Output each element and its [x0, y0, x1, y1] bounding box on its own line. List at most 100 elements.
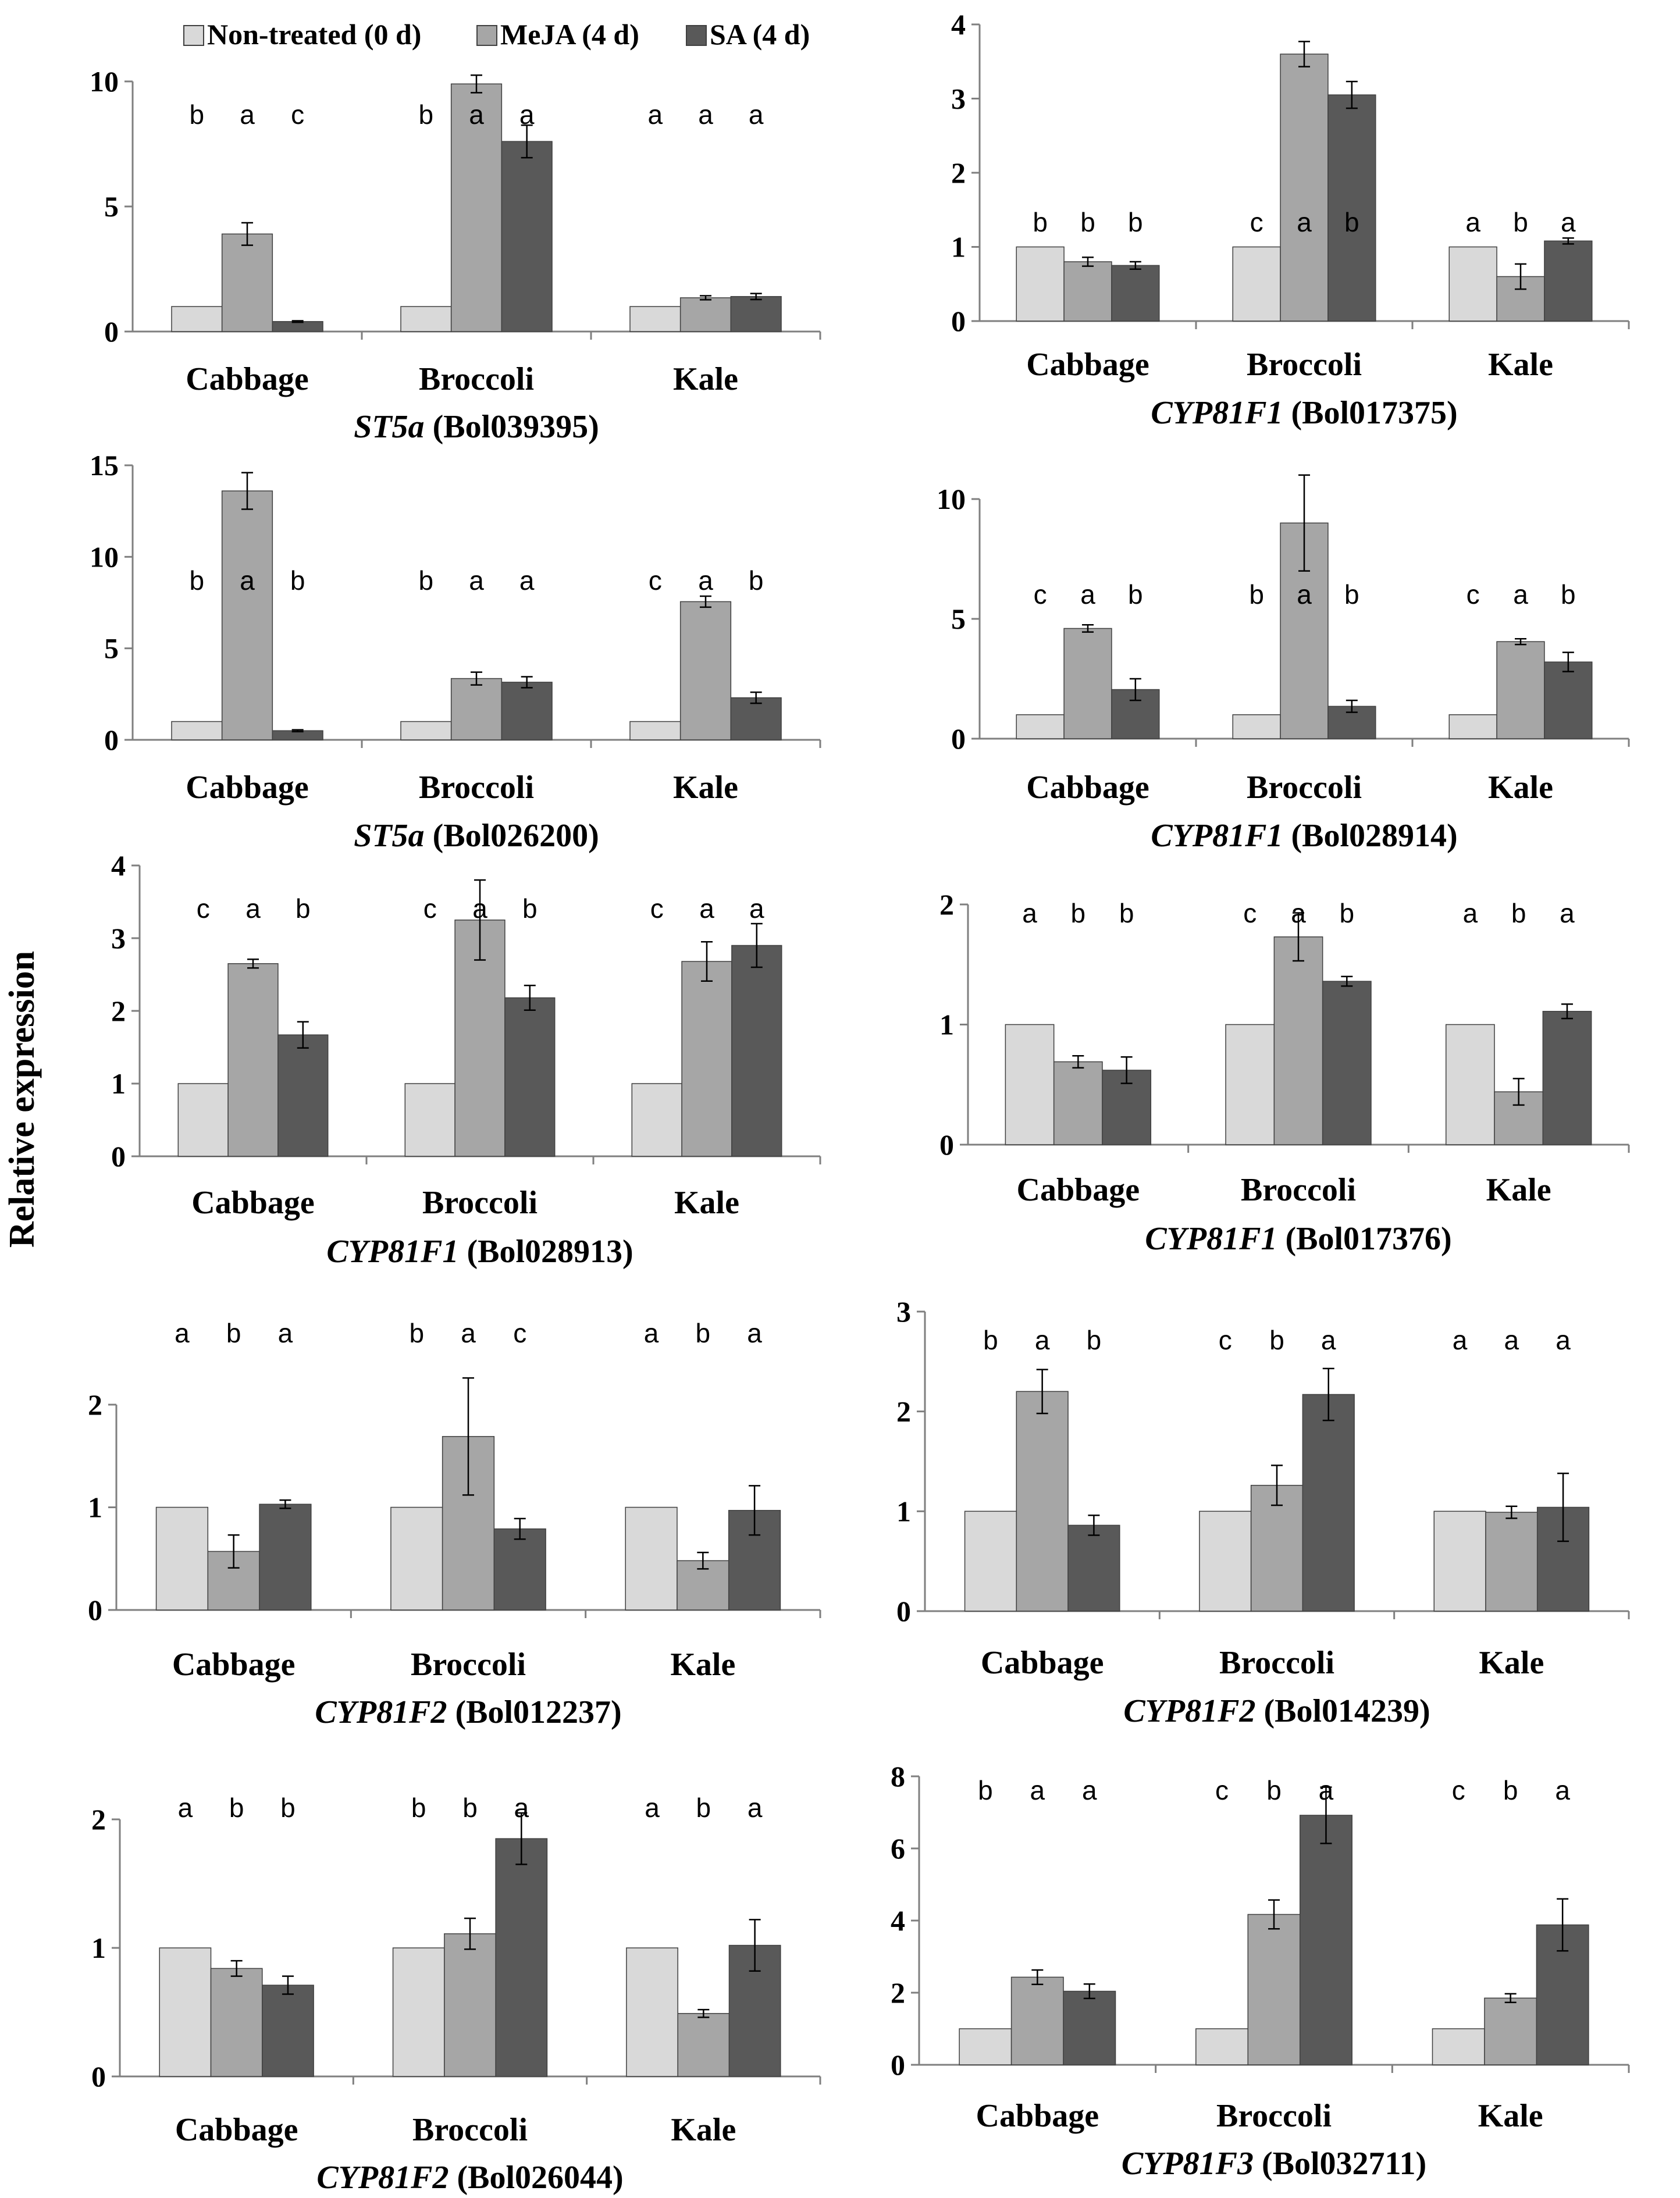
panel-title: ST5a (Bol039395)	[354, 409, 599, 445]
bar-non-treated-cabbage	[1016, 714, 1065, 739]
panel-8: 0 1 2 3 b a b Cabbage c b a Broccoli a a a Kale CYP81F2 …	[896, 1295, 1630, 1729]
x-category-label: Kale	[1486, 1172, 1551, 1208]
x-category-label: Broccoli	[412, 2112, 528, 2148]
significance-letter: b	[1128, 579, 1143, 610]
significance-letter: b	[749, 565, 764, 596]
x-category-label: Cabbage	[976, 2098, 1099, 2134]
panel-title: CYP81F2 (Bol014239)	[1123, 1693, 1430, 1729]
y-tick-label: 0	[939, 1128, 954, 1161]
x-category-label: Cabbage	[186, 770, 309, 806]
significance-letter: a	[644, 1318, 659, 1348]
bar-sa-kale	[731, 945, 782, 1157]
panel-6: 0 1 2 a b b Cabbage c a b Broccoli a b a Kale CYP81F1 (…	[939, 888, 1630, 1257]
x-category-label: Cabbage	[981, 1645, 1104, 1681]
bar-non-treated-kale	[1433, 1511, 1486, 1612]
significance-letter: a	[1504, 1325, 1519, 1355]
panel-title-id: (Bol028914)	[1283, 818, 1457, 854]
bar-meja-broccoli	[1280, 54, 1329, 322]
bar-meja-cabbage	[210, 1968, 263, 2077]
panel-title-gene: CYP81F1	[1151, 818, 1283, 854]
y-tick-label: 3	[111, 922, 126, 954]
y-tick-label: 8	[891, 1760, 905, 1793]
significance-letter: c	[1250, 207, 1263, 237]
significance-letter: a	[1465, 207, 1480, 237]
legend-label-sa: SA (4 d)	[710, 18, 810, 51]
significance-letter: a	[749, 893, 764, 924]
bar-non-treated-kale	[629, 306, 681, 332]
significance-letter: b	[409, 1318, 424, 1348]
bar-meja-cabbage	[221, 233, 273, 332]
significance-letter: c	[1243, 898, 1257, 928]
panel-title-gene: CYP81F1	[326, 1234, 458, 1270]
significance-letter: b	[1269, 1325, 1284, 1355]
significance-letter: b	[190, 565, 205, 596]
x-category-label: Kale	[674, 1185, 739, 1221]
bar-non-treated-cabbage	[159, 1947, 212, 2077]
bar-meja-kale	[1496, 641, 1545, 739]
y-tick-label: 3	[951, 83, 966, 115]
y-tick-label: 5	[104, 190, 119, 223]
y-tick-label: 1	[88, 1491, 102, 1524]
panel-4: 0 5 10 c a b Cabbage b a b Broccoli c a b Kale CYP81F1 …	[937, 474, 1630, 854]
panel-title-gene: CYP81F1	[1151, 395, 1283, 431]
bar-non-treated-kale	[1448, 714, 1497, 739]
bar-meja-kale	[1485, 1512, 1538, 1612]
panel-title-gene: ST5a	[354, 818, 424, 854]
significance-letter: b	[1080, 207, 1095, 237]
y-tick-label: 4	[951, 8, 966, 41]
bar-sa-broccoli	[501, 141, 553, 332]
x-category-label: Kale	[671, 2112, 736, 2148]
significance-letter: b	[983, 1325, 998, 1355]
panel-2: 0 1 2 3 4 b b b Cabbage c a b Broccoli a b a Kale CYP81F1…	[951, 8, 1630, 431]
y-tick-label: 0	[104, 315, 119, 348]
significance-letter: c	[197, 893, 210, 924]
bar-non-treated-kale	[1445, 1024, 1495, 1145]
significance-letter: a	[461, 1318, 476, 1348]
x-category-label: Broccoli	[1247, 347, 1362, 383]
bar-non-treated-broccoli	[400, 306, 452, 332]
significance-letter: a	[178, 1793, 193, 1823]
panel-title-id: (Bol017376)	[1277, 1221, 1451, 1257]
significance-letter: a	[1560, 898, 1575, 928]
significance-letter: b	[226, 1318, 241, 1348]
y-tick-label: 0	[88, 1594, 102, 1626]
x-category-label: Cabbage	[191, 1185, 315, 1221]
significance-letter: a	[175, 1318, 190, 1348]
significance-letter: b	[1340, 898, 1355, 928]
significance-letter: a	[240, 99, 255, 130]
bar-non-treated-broccoli	[1199, 1511, 1252, 1612]
bar-non-treated-kale	[1448, 246, 1497, 322]
y-tick-label: 1	[896, 1495, 911, 1527]
significance-letter: b	[522, 893, 538, 924]
bar-meja-kale	[677, 2012, 730, 2077]
panel-title-id: (Bol014239)	[1255, 1693, 1430, 1729]
bar-non-treated-cabbage	[155, 1506, 209, 1611]
x-category-label: Cabbage	[186, 361, 309, 397]
bar-non-treated-broccoli	[400, 721, 452, 740]
significance-letter: b	[1344, 579, 1359, 610]
significance-letter: a	[1030, 1775, 1045, 1805]
bar-sa-broccoli	[1322, 981, 1372, 1145]
significance-letter: a	[472, 893, 487, 924]
panel-title-gene: CYP81F2	[315, 1694, 447, 1730]
panel-title-id: (Bol026044)	[449, 2160, 623, 2196]
significance-letter: b	[1513, 207, 1528, 237]
significance-letter: b	[419, 565, 434, 596]
bar-non-treated-cabbage	[171, 721, 223, 740]
x-category-label: Broccoli	[1219, 1645, 1334, 1681]
significance-letter: a	[519, 99, 535, 130]
significance-letter: a	[240, 565, 255, 596]
significance-letter: a	[1319, 1775, 1334, 1805]
y-axis-label: Relative expression	[2, 951, 42, 1248]
bar-meja-cabbage	[1063, 628, 1112, 739]
significance-letter: b	[190, 99, 205, 130]
bar-non-treated-cabbage	[171, 306, 223, 332]
panel-title-id: (Bol026200)	[425, 818, 599, 854]
y-tick-label: 0	[91, 2060, 106, 2093]
bar-sa-cabbage	[272, 321, 323, 332]
y-tick-label: 6	[891, 1832, 905, 1865]
bar-sa-broccoli	[1299, 1815, 1352, 2065]
panel-title: CYP81F2 (Bol026044)	[316, 2160, 623, 2196]
x-category-label: Kale	[1488, 347, 1553, 383]
y-tick-label: 2	[896, 1395, 911, 1428]
